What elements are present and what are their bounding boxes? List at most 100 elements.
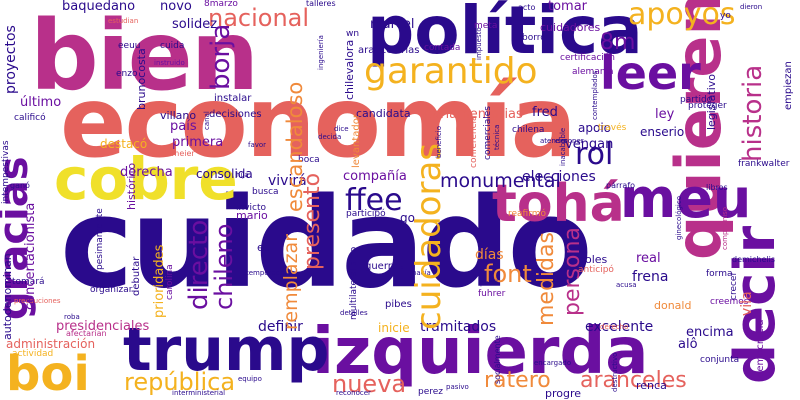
word-consolida: consolida [196, 167, 253, 181]
word-intempestivas: intempestivas [1, 140, 11, 204]
word-meu: meu [620, 167, 752, 230]
word-historia: historia [738, 64, 768, 162]
word-primera: primera [172, 135, 224, 150]
word-derecha: derecha [120, 165, 173, 180]
word-bien: bien [30, 0, 259, 112]
word-estudian: estudian [108, 17, 139, 25]
word-cuidadores: cuidadores [540, 21, 601, 34]
word-conferencia: conferencia [469, 115, 479, 168]
word-carolina: carolina [165, 264, 175, 300]
word-persona: persona [560, 227, 585, 316]
word-cuidado: cuidado [60, 172, 593, 316]
word-reconocer: reconocer [336, 389, 371, 397]
word-destaco: destacó [100, 137, 148, 151]
word-hija: hija [236, 171, 249, 179]
word-favor: favor [248, 141, 267, 149]
word-tomara: tomará [12, 277, 45, 287]
word-izquierda: izquierda [312, 315, 649, 389]
word-definir: definir [258, 319, 303, 335]
word-reafirmo: reafirmó [508, 209, 547, 219]
word-impuesto: impuesto [475, 27, 483, 60]
word-apoio: apoio [578, 121, 611, 135]
word-baquedano: baquedano [62, 0, 136, 14]
word-frankwalter: frankwalter [738, 159, 790, 169]
word-hacia: hacía [412, 269, 431, 277]
word-meta: meta [474, 21, 498, 31]
word-directo: directo [184, 219, 214, 310]
word-chilena: chilena [512, 125, 545, 135]
word-legislativo: legislativo [705, 74, 718, 130]
word-alo: alô [678, 337, 698, 352]
word-participo: participó [346, 209, 386, 219]
word-remplazar: remplazar [280, 233, 302, 330]
word-forma: forma [706, 269, 733, 279]
word-acusa: acusa [616, 281, 637, 289]
word-eeuu: eeuu [118, 41, 141, 51]
word-atender: atender [540, 137, 568, 145]
word-parrafo: párrafo [606, 181, 636, 190]
word-guerras: guerras [365, 261, 404, 272]
word-borro: borró [522, 33, 546, 43]
word-partido: partido [680, 95, 713, 105]
word-apoyos: apoyos [628, 0, 736, 32]
word-pesimamente: pesimamente [95, 208, 105, 270]
word-perfil: perfil [480, 279, 498, 287]
word-ratero: ratero [484, 368, 551, 393]
word-ffee: ffee [345, 183, 403, 218]
word-font: font [484, 260, 532, 288]
word-organizar: organizar [90, 285, 133, 295]
word-traves: través [598, 123, 627, 133]
word-8marzo: 8marzo [204, 0, 238, 9]
word-libros: libros [706, 183, 728, 192]
word-frena: frena [632, 269, 669, 285]
word-rol: rol [575, 137, 614, 172]
word-destructivo: destructivo [611, 352, 619, 392]
word-concertacionista: concertacionista [23, 202, 38, 310]
word-trump: trump [123, 315, 330, 385]
word-multilateralismo: multilateralismo [349, 246, 359, 320]
word-proteger: proteger [688, 101, 727, 111]
word-nacional: nacional [208, 4, 310, 32]
word-autodenominan: autodenominan [1, 253, 14, 340]
word-aranceles: aranceles [580, 368, 687, 393]
word-acto: acto [518, 3, 536, 12]
word-actividad: actividad [12, 349, 54, 359]
word-arancelarias: arancelarias [358, 45, 420, 56]
word-candidata: candidata [356, 107, 411, 120]
word-dieron: dieron [740, 3, 763, 11]
word-dice: dice [334, 125, 349, 133]
word-villano: villano [160, 109, 197, 122]
word-interministerial: interministerial [172, 389, 226, 397]
word-toha: tohá [492, 174, 625, 234]
word-exponer: exponer [555, 137, 584, 145]
word-conjunta: conjunta [700, 355, 740, 365]
word-yo: yo [720, 11, 731, 21]
word-busca: busca [252, 187, 279, 197]
word-crecer: crecer [729, 271, 739, 300]
word-republica: república [124, 368, 236, 396]
word-canal: canal [203, 111, 211, 130]
word-cobre: cobre [54, 145, 238, 213]
word-ley: ley [655, 107, 675, 122]
word-equipo: equipo [238, 375, 262, 383]
word-proyectos: proyectos [3, 25, 19, 94]
word-ginecologico: ginecológico [675, 195, 683, 240]
word-encargado: encargado [534, 359, 572, 367]
word-derecho: derecho [600, 323, 629, 331]
word-go: go [400, 211, 415, 225]
word-brunocosta: brunocosta [135, 48, 148, 110]
word-precauciones: precauciones [14, 297, 61, 305]
word-invicto: invicto [236, 203, 267, 213]
word-dias: días [475, 247, 504, 263]
word-escandaloso: escandaloso [283, 81, 307, 212]
word-contada: contada [424, 43, 461, 53]
word-socialmente: socialmente [493, 335, 502, 384]
word-excelente: excelente [585, 319, 654, 335]
word-boi: boi [6, 346, 90, 400]
word-chilevalora: chilevalora [343, 39, 356, 100]
word-beneficio: beneficio [435, 126, 443, 158]
word-decida: decida [318, 133, 342, 141]
word-fred: fred [532, 105, 558, 120]
word-empiezan: empiezan [783, 61, 794, 110]
